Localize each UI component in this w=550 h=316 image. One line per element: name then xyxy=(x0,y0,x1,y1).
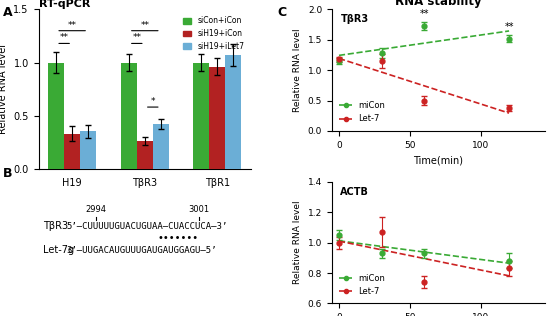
Text: **: ** xyxy=(133,33,141,42)
Y-axis label: Relative RNA level: Relative RNA level xyxy=(0,44,8,134)
Bar xyxy=(80,131,96,169)
Text: **: ** xyxy=(504,22,514,32)
Text: C: C xyxy=(278,6,287,19)
X-axis label: Time(min): Time(min) xyxy=(413,155,463,165)
Text: **: ** xyxy=(68,21,76,30)
Text: •••••••: ••••••• xyxy=(157,233,198,243)
Text: TβR3: TβR3 xyxy=(340,14,368,24)
Legend: siCon+iCon, siH19+iCon, siH19+iLet7: siCon+iCon, siH19+iCon, siH19+iLet7 xyxy=(180,13,248,54)
Text: TβR3: TβR3 xyxy=(43,221,68,231)
Text: ACTB: ACTB xyxy=(340,187,369,197)
Bar xyxy=(194,63,210,169)
Bar xyxy=(64,134,80,169)
Y-axis label: Relative RNA level: Relative RNA level xyxy=(293,201,303,284)
Text: B: B xyxy=(3,167,12,180)
Text: 3’—UUGACAUGUUUGAUGAUGGAGU—5’: 3’—UUGACAUGUUUGAUGAUGGAGU—5’ xyxy=(66,246,217,255)
Bar xyxy=(210,67,226,169)
Text: *: * xyxy=(151,97,155,106)
Legend: miCon, Let-7: miCon, Let-7 xyxy=(336,270,389,299)
Text: A: A xyxy=(3,6,12,19)
Text: **: ** xyxy=(59,33,69,42)
Title: RNA stability: RNA stability xyxy=(395,0,481,8)
Text: 5’—CUUUUUGUACUGUAA—CUACCUCA—3’: 5’—CUUUUUGUACUGUAA—CUACCUCA—3’ xyxy=(66,222,227,231)
Bar xyxy=(121,63,137,169)
Legend: miCon, Let-7: miCon, Let-7 xyxy=(336,98,389,127)
Text: 2994: 2994 xyxy=(85,205,106,214)
Bar xyxy=(48,63,64,169)
Bar xyxy=(153,124,169,169)
Text: 3001: 3001 xyxy=(189,205,210,214)
Text: **: ** xyxy=(419,9,429,19)
Bar xyxy=(137,141,153,169)
Text: RT-qPCR: RT-qPCR xyxy=(39,0,90,9)
Text: **: ** xyxy=(140,21,149,30)
Y-axis label: Relative RNA level: Relative RNA level xyxy=(293,28,303,112)
Bar xyxy=(226,55,241,169)
Text: Let-7g: Let-7g xyxy=(43,245,74,255)
